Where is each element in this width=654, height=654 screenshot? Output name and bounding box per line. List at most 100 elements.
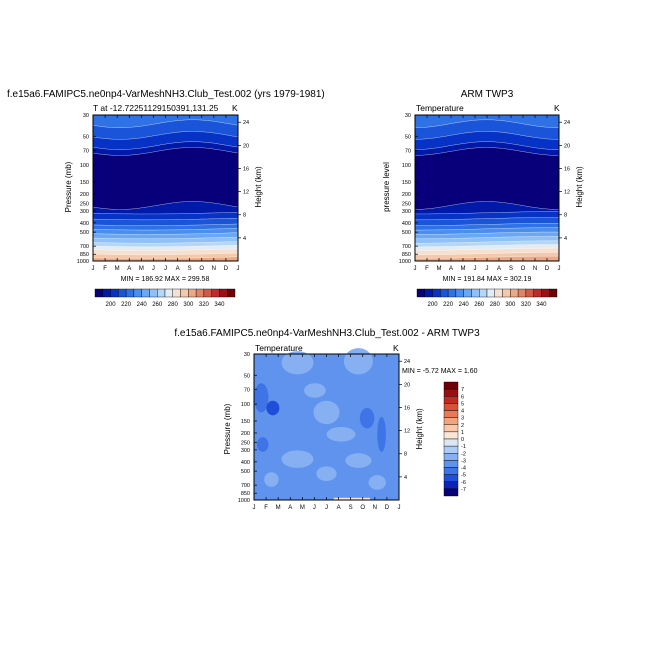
colorbar-label: 340 [214,302,225,308]
height-tick-label: 24 [243,120,249,126]
y-tick-label: 400 [241,460,250,466]
panel-model: f.e15a6.FAMIPC5.ne0np4-VarMeshNH3.Club_T… [7,89,325,308]
colorbar-box [118,288,127,298]
colorbar-box [533,288,542,298]
x-tick-label: J [414,266,417,272]
colorbar-box [443,417,459,425]
colorbar-box [211,288,220,298]
x-tick-label: M [437,266,442,272]
y-tick-label: 70 [83,148,89,154]
y-tick-label: 150 [80,180,89,186]
x-tick-label: J [237,266,240,272]
panel-diff-left-string: Temperature [255,343,303,353]
y-tick-label: 250 [241,440,250,446]
colorbar-box [219,288,228,298]
diff-patch [326,427,356,442]
x-tick-label: A [337,505,341,511]
y-tick-label: 1000 [77,259,89,265]
colorbar-box [502,288,511,298]
colorbar-box [494,288,503,298]
colorbar-box [443,410,459,418]
x-tick-label: F [264,505,268,511]
x-tick-label: O [521,266,526,272]
colorbar-label: 300 [183,302,194,308]
diff-patch [377,416,386,452]
panel-model-left-string: T at -12.72251129150391,131.25 [93,103,219,113]
height-tick-label: 8 [243,213,246,219]
colorbar-box [443,431,459,440]
x-tick-label: J [398,505,401,511]
diff-patch [254,383,269,413]
height-tick-label: 12 [404,429,410,435]
height-tick-label: 20 [564,143,570,149]
colorbar-box [133,288,142,298]
y-tick-label: 250 [80,201,89,207]
x-tick-label: J [325,505,328,511]
panel-diff-stats: MIN = -5.72 MAX = 1.60 [402,368,478,375]
x-tick-label: J [486,266,489,272]
colorbar-box [541,288,550,298]
height-tick-label: 24 [404,359,410,365]
y-tick-label: 300 [402,209,411,215]
panel-model-stats: MIN = 186.92 MAX = 299.58 [121,276,210,283]
colorbar-label: 5 [461,401,464,407]
y-tick-label: 300 [241,448,250,454]
colorbar-label: 280 [168,302,179,308]
colorbar-box [149,288,158,298]
height-tick-label: 8 [404,452,407,458]
panel-diff-units: K [393,343,399,353]
panel-model-ylabel-right: Height (km) [254,166,263,208]
y-tick-label: 100 [241,402,250,408]
plot-model: J F M A M J J A S O N D J 30 50 70 100 150 200 250 300 400 500… [77,113,249,272]
colorbar-box [479,288,488,298]
y-tick-label: 70 [244,387,250,393]
panel-difference: f.e15a6.FAMIPC5.ne0np4-VarMeshNH3.Club_T… [174,328,480,511]
colorbar-box [443,474,459,482]
height-tick-label: 20 [243,143,249,149]
colorbar-box [443,396,459,404]
colorbar-label: 200 [106,302,117,308]
y-tick-label: 300 [80,209,89,215]
diff-patch [343,348,373,375]
y-tick-label: 1000 [399,259,411,265]
colorbar-label: -3 [461,458,466,464]
x-tick-label: N [373,505,377,511]
y-tick-label: 400 [80,221,89,227]
x-tick-label: D [385,505,390,511]
height-tick-label: 20 [404,382,410,388]
colorbar-box [195,288,205,298]
colorbar-box [443,467,459,475]
x-tick-label: N [212,266,216,272]
colorbar-label: 3 [461,416,464,422]
y-tick-label: 50 [405,134,411,140]
height-tick-label: 4 [404,475,407,481]
colorbar-label: 7 [461,387,464,393]
colorbar-label: -5 [461,473,466,479]
y-tick-label: 30 [405,113,411,119]
colorbar-label: -4 [461,466,466,472]
colorbar-label: 240 [459,302,470,308]
x-tick-label: S [349,505,353,511]
colorbar-box [203,288,212,298]
x-tick-label: J [253,505,256,511]
colorbar-box [424,288,433,298]
diff-patch [281,450,314,468]
colorbar-label: 200 [428,302,439,308]
x-tick-label: J [164,266,167,272]
diff-patch [264,472,279,487]
colorbar-box [447,288,457,298]
panel-obs-units: K [554,103,560,113]
plot-difference: J F M A M J J A S O N D J 30 50 70 100 150 200 250 300 400 500… [238,348,410,511]
colorbar-box [525,288,534,298]
x-tick-label: F [425,266,429,272]
diff-patch [316,466,337,482]
colorbar-box [443,488,459,497]
colorbar-label: 300 [505,302,516,308]
colorbar-box [443,445,459,454]
diff-patch [266,400,280,416]
y-tick-label: 500 [80,230,89,236]
colorbar-box [471,288,480,298]
colorbar-box [141,288,150,298]
colorbar-box [510,288,519,298]
